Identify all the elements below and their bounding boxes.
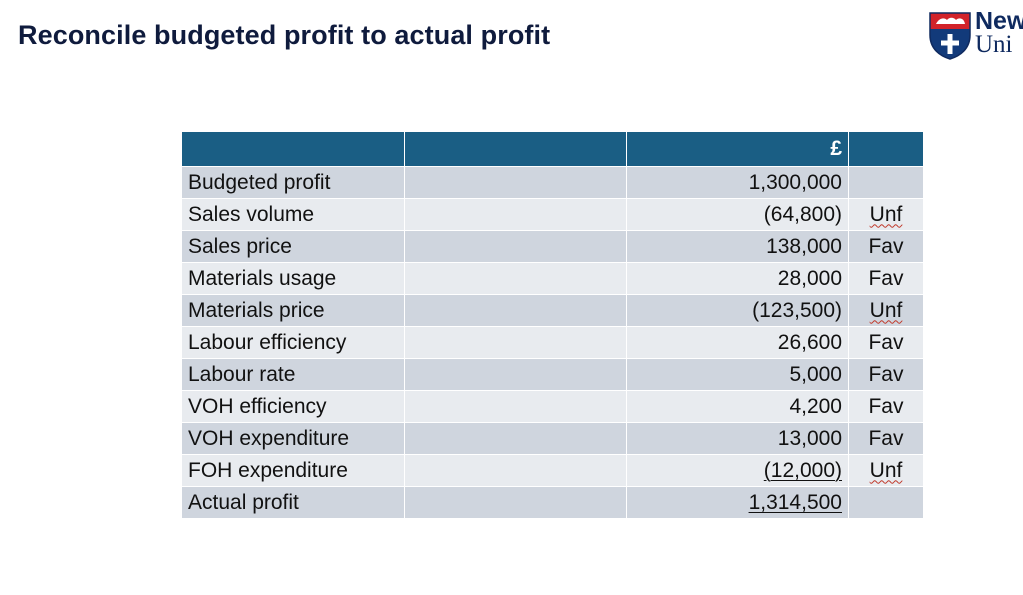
- row-flag: Fav: [848, 230, 924, 263]
- header-cell-label: [181, 131, 405, 167]
- row-flag: Fav: [848, 262, 924, 295]
- row-amount: 5,000: [626, 358, 849, 391]
- university-logo: New Uni: [929, 12, 1023, 62]
- table-row: VOH efficiency 4,200 Fav: [181, 390, 924, 423]
- row-label: Labour rate: [181, 358, 405, 391]
- table-row: Actual profit 1,314,500: [181, 486, 924, 519]
- table-row: Sales volume (64,800) Unf: [181, 198, 924, 231]
- row-label: Sales volume: [181, 198, 405, 231]
- header-cell-currency: £: [626, 131, 849, 167]
- table-row: Budgeted profit 1,300,000: [181, 166, 924, 199]
- row-label: VOH efficiency: [181, 390, 405, 423]
- row-label: FOH expenditure: [181, 454, 405, 487]
- table-row: Labour efficiency 26,600 Fav: [181, 326, 924, 359]
- slide-title: Reconcile budgeted profit to actual prof…: [18, 20, 551, 50]
- row-amount: (12,000): [763, 458, 842, 482]
- row-label: Materials price: [181, 294, 405, 327]
- row-label: Sales price: [181, 230, 405, 263]
- row-amount: 138,000: [626, 230, 849, 263]
- table-header-row: £: [181, 131, 924, 167]
- row-amount: 26,600: [626, 326, 849, 359]
- table-row: FOH expenditure (12,000) Unf: [181, 454, 924, 487]
- table-row: Materials price (123,500) Unf: [181, 294, 924, 327]
- logo-text-line2: Uni: [975, 31, 1013, 58]
- row-flag: [848, 486, 924, 519]
- logo-text-line1: New: [975, 12, 1023, 35]
- row-flag: [848, 166, 924, 199]
- row-flag: Fav: [848, 326, 924, 359]
- row-label: Actual profit: [181, 486, 405, 519]
- header-cell-blank: [404, 131, 627, 167]
- row-amount: 28,000: [626, 262, 849, 295]
- row-amount: 1,300,000: [626, 166, 849, 199]
- row-flag: Unf: [869, 458, 903, 482]
- table-row: VOH expenditure 13,000 Fav: [181, 422, 924, 455]
- row-flag: Fav: [848, 390, 924, 423]
- row-amount: (64,800): [626, 198, 849, 231]
- table-row: Materials usage 28,000 Fav: [181, 262, 924, 295]
- row-amount: (123,500): [626, 294, 849, 327]
- table-row: Labour rate 5,000 Fav: [181, 358, 924, 391]
- header-cell-flag: [848, 131, 924, 167]
- row-amount: 1,314,500: [748, 490, 842, 514]
- row-flag: Unf: [869, 298, 903, 322]
- row-amount: 4,200: [626, 390, 849, 423]
- row-flag: Unf: [869, 202, 903, 226]
- row-label: Labour efficiency: [181, 326, 405, 359]
- row-flag: Fav: [848, 422, 924, 455]
- table-row: Sales price 138,000 Fav: [181, 230, 924, 263]
- row-label: Budgeted profit: [181, 166, 405, 199]
- row-amount: 13,000: [626, 422, 849, 455]
- row-flag: Fav: [848, 358, 924, 391]
- profit-reconciliation-table: £ Budgeted profit 1,300,000 Sales volume…: [181, 131, 924, 519]
- row-label: Materials usage: [181, 262, 405, 295]
- row-label: VOH expenditure: [181, 422, 405, 455]
- university-crest-icon: [929, 12, 971, 60]
